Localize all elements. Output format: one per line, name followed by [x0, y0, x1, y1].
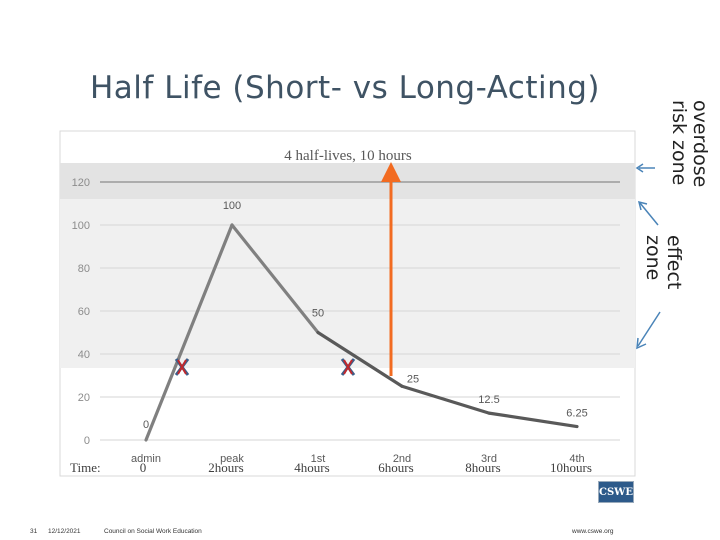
series-segment-3: [400, 384, 491, 415]
effect-zone-band: [60, 199, 635, 368]
overdose-zone-label: overdose risk zone: [668, 100, 711, 188]
point-label-2: 50: [312, 308, 324, 320]
point-label-0: 0: [143, 419, 149, 431]
point-label-3: 25: [407, 373, 419, 385]
series-segment-2: [316, 330, 404, 388]
y-tick-20: 20: [78, 392, 90, 404]
series-segment-0: [144, 223, 234, 442]
x-time-label-2: 4hours: [294, 460, 329, 475]
x-stage-label-0: admin: [131, 453, 161, 465]
zone-arrow-effect-top: [639, 202, 659, 226]
x-time-prefix: Time:: [70, 460, 101, 475]
x-mark-0-b: [177, 359, 187, 375]
zone-arrow-effect-bottom-head: [636, 337, 647, 350]
slide-title: Half Life (Short- vs Long-Acting): [90, 70, 601, 106]
x-time-label-0: 0: [140, 460, 147, 475]
effect-zone-label-line2: zone: [642, 235, 664, 281]
overdose-zone-label-line2: risk zone: [668, 100, 690, 186]
x-stage-label-2: 1st: [311, 453, 326, 465]
cswe-logo: CSWE: [598, 481, 634, 503]
x-mark-0: [174, 358, 190, 376]
point-label-5: 6.25: [566, 408, 587, 420]
series-group: [144, 223, 579, 442]
effect-zone-label: effect zone: [642, 235, 685, 290]
footer-page-number: 31: [30, 528, 38, 535]
y-tick-40: 40: [78, 349, 90, 361]
y-tick-120: 120: [72, 177, 90, 189]
series-segment-4: [487, 411, 579, 429]
x-stage-label-5: 4th: [569, 453, 584, 465]
x-mark-1: [340, 358, 356, 376]
x-stage-label-3: 2nd: [393, 453, 411, 465]
footer-org: Council on Social Work Education: [104, 528, 202, 535]
point-label-4: 12.5: [478, 394, 499, 406]
overdose-zone-label-line1: overdose: [689, 100, 711, 188]
x-time-label-1: 2hours: [208, 460, 243, 475]
zone-arrow-effect-bottom: [637, 311, 661, 347]
point-label-group: 0 100 50 25 12.5 6.25: [143, 200, 588, 431]
y-tick-80: 80: [78, 263, 90, 275]
y-tick-100: 100: [72, 220, 90, 232]
effect-zone-label-line1: effect: [663, 235, 685, 290]
y-tick-0: 0: [84, 435, 90, 447]
footer-date: 12/12/2021: [48, 528, 81, 535]
level-arrow: [381, 162, 401, 376]
overdose-zone-band: [60, 163, 635, 199]
zone-arrow-overdose-head: [635, 163, 644, 173]
y-tick-60: 60: [78, 306, 90, 318]
x-time-label-4: 8hours: [465, 460, 500, 475]
x-mark-1-b: [343, 359, 353, 375]
x-stage-label-1: peak: [220, 453, 244, 465]
point-label-1: 100: [223, 200, 241, 212]
footer-url: www.cswe.org: [572, 528, 614, 535]
level-arrow-head: [381, 162, 401, 182]
chart-title: 4 half-lives, 10 hours: [284, 148, 412, 164]
x-time-label-3: 6hours: [378, 460, 413, 475]
x-axis-labels: admin peak 1st 2nd 3rd 4th Time: 0 2hours 4hours 6…: [70, 453, 592, 475]
series-segment-1: [230, 223, 320, 335]
gridlines: [100, 181, 620, 441]
y-axis-tick-labels: 0 20 40 60 80 100 120: [72, 177, 90, 447]
zone-arrows: [635, 163, 661, 350]
x-stage-label-4: 3rd: [481, 453, 497, 465]
zone-arrow-effect-top-head: [637, 200, 648, 211]
x-time-label-5: 10hours: [550, 460, 592, 475]
x-marks: [174, 358, 356, 376]
